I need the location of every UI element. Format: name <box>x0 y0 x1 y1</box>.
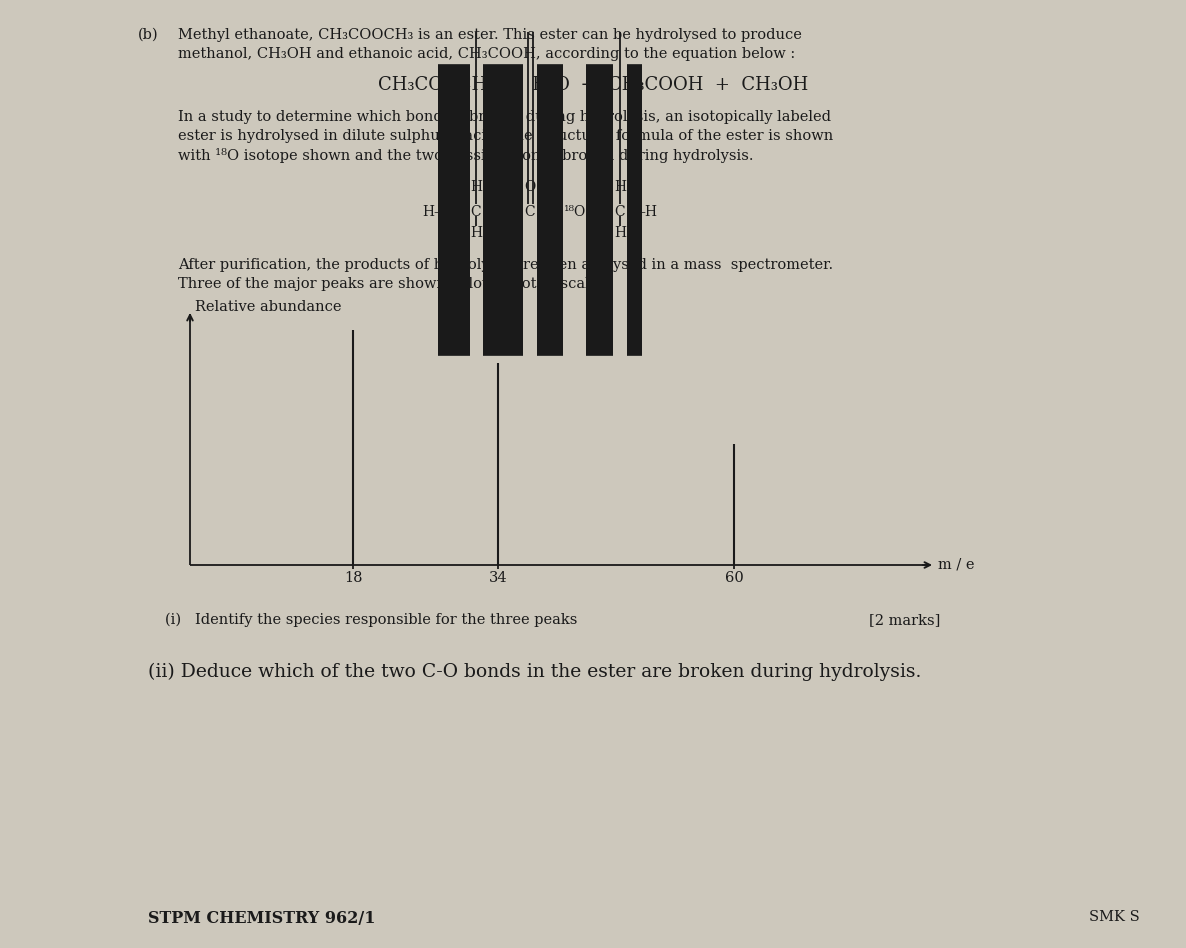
Text: (ii) Deduce which of the two C-O bonds in the ester are broken during hydrolysis: (ii) Deduce which of the two C-O bonds i… <box>148 663 922 682</box>
Text: 60: 60 <box>725 571 744 585</box>
Text: C: C <box>471 205 482 219</box>
Text: In a study to determine which bond  is broken during hydrolysis, an isotopically: In a study to determine which bond is br… <box>178 110 831 124</box>
Text: [2 marks]: [2 marks] <box>868 613 940 627</box>
Text: Relative abundance: Relative abundance <box>195 300 342 314</box>
Text: –H: –H <box>638 205 657 219</box>
Text: (b): (b) <box>138 28 159 42</box>
Text: H: H <box>470 180 482 194</box>
Text: C: C <box>524 205 535 219</box>
Text: ester is hydrolysed in dilute sulphuric acid. The structural formula of the este: ester is hydrolysed in dilute sulphuric … <box>178 129 834 143</box>
Text: 34: 34 <box>489 571 508 585</box>
Text: m / e: m / e <box>938 557 975 571</box>
Text: ¹⁸O: ¹⁸O <box>563 205 586 219</box>
Text: Methyl ethanoate, CH₃COOCH₃ is an ester. This ester can be hydrolysed to produce: Methyl ethanoate, CH₃COOCH₃ is an ester.… <box>178 28 802 42</box>
Text: H: H <box>614 180 626 194</box>
Text: H: H <box>614 226 626 240</box>
Text: SMK S: SMK S <box>1089 910 1140 924</box>
Text: After purification, the products of hydrolysis are then analysed in a mass  spec: After purification, the products of hydr… <box>178 258 833 272</box>
Text: Three of the major peaks are shown below. ( not to scale ): Three of the major peaks are shown below… <box>178 277 608 291</box>
Text: with ¹⁸O isotope shown and the two possible bonds broken during hydrolysis.: with ¹⁸O isotope shown and the two possi… <box>178 148 753 163</box>
Text: CH₃COOCH₃  +  H₂O  →  CH₃COOH  +  CH₃OH: CH₃COOCH₃ + H₂O → CH₃COOH + CH₃OH <box>378 76 808 94</box>
Text: C: C <box>614 205 625 219</box>
Text: STPM CHEMISTRY 962/1: STPM CHEMISTRY 962/1 <box>148 910 376 927</box>
Text: O: O <box>524 180 536 194</box>
Text: (i)   Identify the species responsible for the three peaks: (i) Identify the species responsible for… <box>165 613 578 628</box>
Text: H: H <box>470 226 482 240</box>
Text: 18: 18 <box>344 571 363 585</box>
Text: H–: H– <box>422 205 441 219</box>
Text: methanol, CH₃OH and ethanoic acid, CH₃COOH, according to the equation below :: methanol, CH₃OH and ethanoic acid, CH₃CO… <box>178 47 796 61</box>
